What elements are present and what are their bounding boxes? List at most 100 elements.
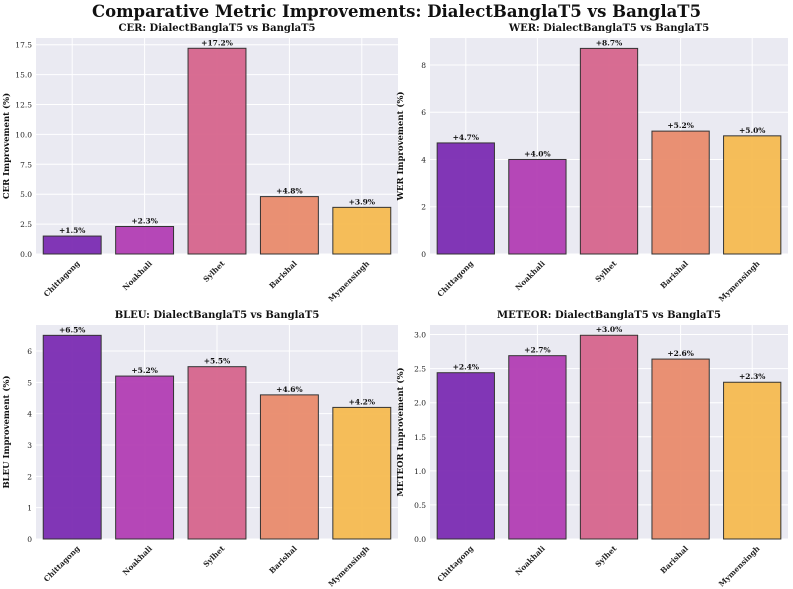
y-tick-label: 5.0	[20, 190, 32, 199]
x-tick-label: Sylhet	[593, 259, 618, 284]
subplot-title: WER: DialectBanglaT5 vs BanglaT5	[508, 23, 709, 34]
subplot-title: METEOR: DialectBanglaT5 vs BanglaT5	[497, 310, 721, 321]
y-tick-label: 1.0	[414, 467, 426, 476]
bar-barishal	[651, 358, 710, 540]
bar-barishal	[651, 130, 710, 255]
data-label: +4.2%	[349, 397, 375, 406]
y-tick-label: 6	[27, 347, 32, 356]
bar-noakhali	[508, 355, 567, 540]
y-tick-label: 0	[421, 250, 426, 259]
chart-panel-wer: 0 2 4 6 8 +4.7% Chittagong +4.0% Noakhali +8.7% Sy…	[395, 23, 788, 304]
bar-chittagong	[436, 372, 495, 540]
y-tick-label: 0.0	[20, 250, 32, 259]
x-tick-label: Barishal	[659, 259, 690, 290]
bar-barishal	[259, 196, 319, 255]
y-tick-label: 3.0	[414, 331, 426, 340]
data-label: +5.5%	[204, 357, 230, 366]
bar-chittagong	[42, 334, 102, 540]
bar-mymensingh	[332, 406, 392, 540]
figure-title: Comparative Metric Improvements: Dialect…	[91, 2, 702, 21]
x-tick-label: Sylhet	[201, 259, 226, 284]
y-axis-label: METEOR Improvement (%)	[395, 367, 406, 496]
bar-sylhet	[187, 47, 247, 255]
x-tick-label: Mymensingh	[717, 544, 762, 589]
data-label: +3.9%	[349, 197, 375, 206]
x-tick-label: Barishal	[267, 259, 298, 290]
y-tick-label: 2.5	[414, 365, 426, 374]
y-tick-label: 1.5	[414, 433, 426, 442]
bar-noakhali	[115, 375, 175, 540]
data-label: +6.5%	[59, 325, 85, 334]
data-label: +4.0%	[524, 149, 550, 158]
y-axis-label: CER Improvement (%)	[1, 93, 12, 199]
y-tick-label: 4	[421, 155, 426, 164]
x-tick-label: Chittagong	[436, 258, 476, 298]
y-tick-label: 5	[27, 378, 32, 387]
bar-chittagong	[42, 235, 102, 255]
bar-mymensingh	[332, 206, 392, 255]
x-tick-label: Chittagong	[42, 543, 82, 583]
x-tick-label: Mymensingh	[327, 544, 372, 589]
bar-noakhali	[115, 225, 175, 255]
y-tick-label: 0.5	[414, 501, 426, 510]
bar-sylhet	[579, 334, 639, 540]
data-label: +3.0%	[596, 325, 622, 334]
data-label: +5.0%	[739, 126, 765, 135]
y-tick-label: 8	[421, 61, 426, 70]
data-label: +2.7%	[524, 346, 550, 355]
data-label: +2.6%	[667, 349, 693, 358]
data-label: +4.8%	[276, 187, 302, 196]
bar-noakhali	[508, 158, 567, 255]
y-tick-label: 17.5	[15, 41, 32, 50]
chart-panel-bleu: 0 1 2 3 4 5 6 +6.5% Chittagong +5.2% Noakhali +5.5%…	[1, 310, 398, 589]
data-label: +17.2%	[201, 38, 233, 47]
data-label: +2.3%	[131, 216, 157, 225]
y-tick-label: 6	[421, 108, 426, 117]
x-tick-label: Barishal	[659, 544, 690, 575]
y-tick-label: 15.0	[15, 71, 32, 80]
subplot-title: BLEU: DialectBanglaT5 vs BanglaT5	[115, 310, 320, 321]
bar-barishal	[259, 394, 319, 540]
data-label: +1.5%	[59, 226, 85, 235]
y-tick-label: 10.0	[15, 130, 32, 139]
y-tick-label: 0	[27, 535, 32, 544]
data-label: +4.6%	[276, 385, 302, 394]
bar-mymensingh	[723, 381, 782, 540]
y-tick-label: 0.0	[414, 535, 426, 544]
x-tick-label: Noakhali	[121, 259, 154, 292]
y-tick-label: 2	[27, 472, 32, 481]
chart-panel-cer: 0.0 2.5 5.0 7.5 10.0 12.5 15.0 17.5 +1.5% Chittag…	[1, 23, 398, 304]
y-tick-label: 2.0	[414, 399, 426, 408]
x-tick-label: Noakhali	[514, 544, 547, 577]
data-label: +2.3%	[739, 372, 765, 381]
data-label: +4.7%	[453, 133, 479, 142]
y-tick-label: 4	[27, 410, 32, 419]
bar-mymensingh	[723, 135, 782, 255]
y-tick-label: 7.5	[20, 160, 32, 169]
x-tick-label: Noakhali	[514, 259, 547, 292]
x-tick-label: Mymensingh	[717, 259, 762, 304]
y-tick-label: 12.5	[15, 100, 32, 109]
y-tick-label: 2.5	[20, 220, 32, 229]
y-tick-label: 1	[27, 504, 32, 513]
x-tick-label: Noakhali	[121, 544, 154, 577]
y-tick-label: 3	[27, 441, 32, 450]
data-label: +8.7%	[596, 38, 622, 47]
x-tick-label: Sylhet	[593, 544, 618, 569]
data-label: +2.4%	[453, 363, 479, 372]
y-axis-label: BLEU Improvement (%)	[1, 375, 12, 488]
bar-chittagong	[436, 142, 495, 255]
x-tick-label: Sylhet	[201, 544, 226, 569]
data-label: +5.2%	[131, 366, 157, 375]
x-tick-label: Barishal	[267, 544, 298, 575]
x-tick-label: Chittagong	[42, 258, 82, 298]
y-tick-label: 2	[421, 203, 426, 212]
x-tick-label: Chittagong	[436, 543, 476, 583]
subplot-title: CER: DialectBanglaT5 vs BanglaT5	[118, 23, 315, 34]
bar-sylhet	[579, 47, 639, 255]
chart-panel-meteor: 0.0 0.5 1.0 1.5 2.0 2.5 3.0 +2.4% Chittagong +2.7…	[395, 310, 788, 589]
data-label: +5.2%	[667, 121, 693, 130]
bar-sylhet	[187, 366, 247, 540]
x-tick-label: Mymensingh	[327, 259, 372, 304]
